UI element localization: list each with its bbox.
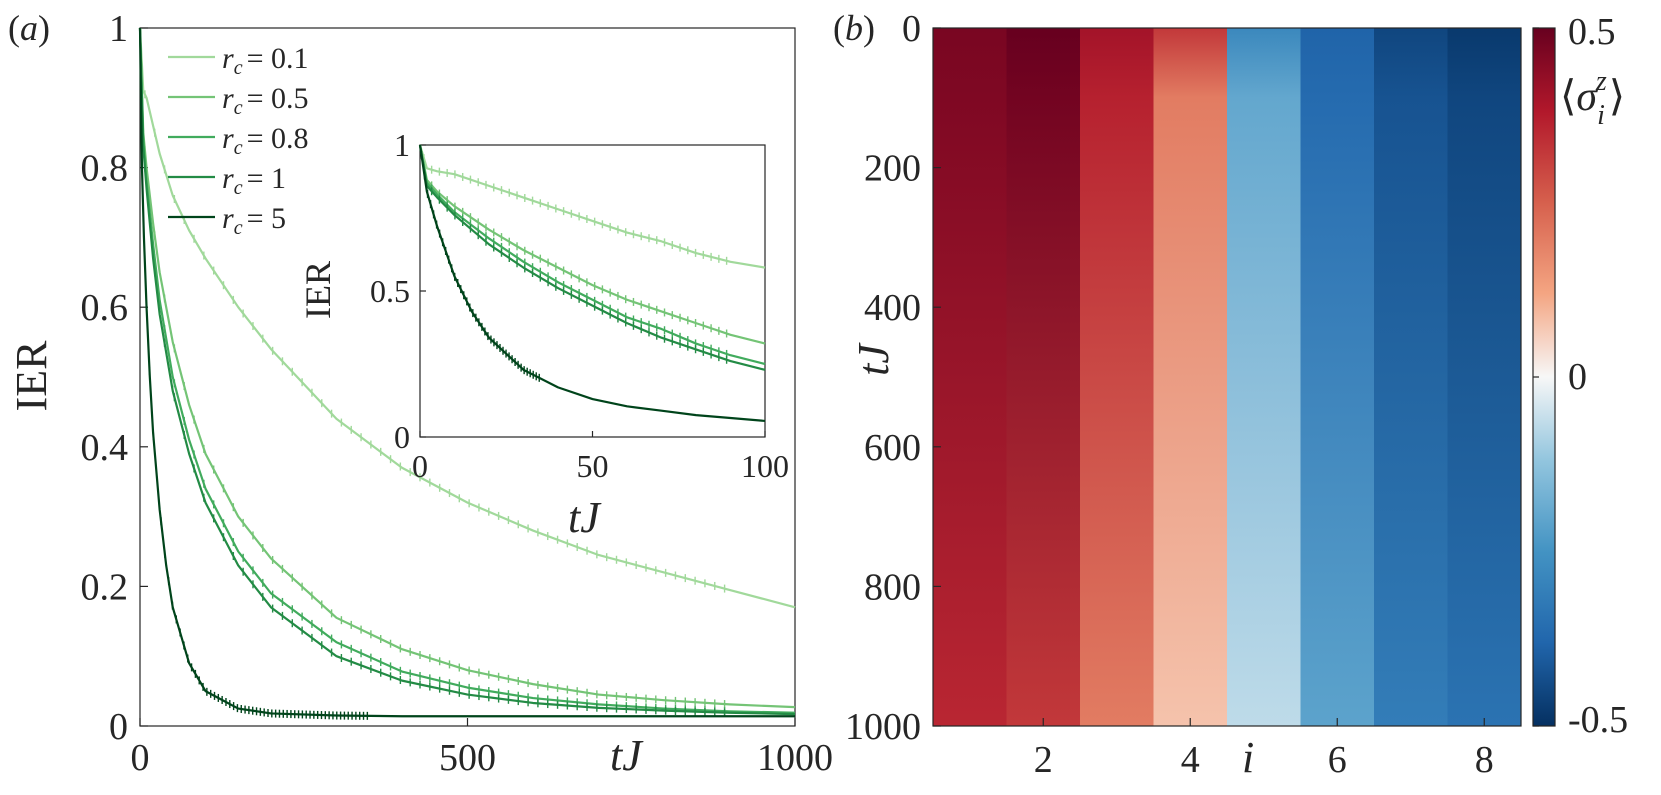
heatmap-ytick-label: 1000	[845, 706, 921, 748]
panel-b: (b) 0 200 400 600 800 1000 2 4 6 8 tJ i 0.5 0 -0.5…	[833, 8, 1628, 782]
legend-entry: rc = 0.8	[222, 122, 309, 159]
plot-a-series-line-3	[138, 27, 796, 716]
heatmap-ylabel: tJ	[849, 342, 898, 376]
inset: 00.51 0 50 100 IER tJ	[298, 127, 789, 542]
heatmap-columns	[933, 28, 1522, 726]
heatmap-y-ticks: 0 200 400 600 800 1000	[845, 8, 941, 748]
plot-a-ytick-label: 0.8	[81, 148, 129, 190]
inset-xtick-label: 0	[412, 448, 428, 484]
inset-xtick-label: 100	[741, 448, 789, 484]
heatmap-column-3	[1080, 28, 1154, 726]
plot-a-ytick-label: 0	[109, 706, 128, 748]
legend-entry: rc = 1	[222, 162, 286, 199]
plot-a-xtick-label: 0	[131, 737, 150, 779]
legend-entry: rc = 0.5	[222, 82, 309, 119]
inset-series-errorbars-0	[423, 154, 728, 265]
legend-entry: rc = 0.1	[222, 42, 309, 79]
colorbar-tick-label: 0	[1568, 356, 1587, 398]
heatmap-xtick-label: 8	[1475, 739, 1494, 781]
inset-series-errorbars-3	[423, 163, 728, 364]
inset-y-ticks: 00.51	[370, 127, 426, 455]
colorbar-tick-label: -0.5	[1568, 699, 1628, 741]
plot-a-ytick-label: 1	[109, 8, 128, 50]
plot-a-xtick-label: 500	[439, 737, 496, 779]
heatmap-ytick-label: 400	[864, 287, 921, 329]
heatmap-ytick-label: 200	[864, 148, 921, 190]
heatmap-column-2	[1006, 28, 1081, 726]
heatmap-xtick-label: 6	[1328, 739, 1347, 781]
heatmap-column-4	[1153, 28, 1228, 726]
heatmap-ytick-label: 0	[902, 8, 921, 50]
plot-a-x-ticks: 0 500 1000	[131, 718, 833, 779]
panel-b-label: (b)	[833, 8, 875, 48]
colorbar-ticks: 0.5 0 -0.5	[1533, 11, 1628, 741]
colorbar-label: ⟨σiz⟩	[1560, 66, 1625, 131]
plot-a-xlabel: tJ	[610, 731, 644, 780]
plot-a-y-ticks: 0 0.2 0.4 0.6 0.8 1	[81, 8, 148, 748]
inset-ytick-label: 0	[394, 419, 410, 455]
inset-series-errorbars-4	[420, 151, 540, 382]
plot-a-series	[138, 27, 796, 720]
heatmap-column-5	[1227, 28, 1301, 726]
plot-a-ylabel: IER	[7, 340, 56, 412]
heatmap-ytick-label: 800	[864, 566, 921, 608]
inset-series	[418, 144, 766, 423]
heatmap-frame	[932, 27, 1522, 727]
inset-xlabel: tJ	[568, 493, 602, 542]
heatmap-column-1	[933, 28, 1007, 726]
plot-a-series-line-4	[138, 27, 795, 718]
plot-a-xtick-label: 1000	[757, 737, 833, 779]
panel-a-label: (a)	[8, 8, 50, 48]
plot-a-series-errorbars-1	[144, 146, 726, 709]
inset-x-ticks: 0 50 100	[412, 431, 789, 484]
plot-a-legend: rc = 0.1rc = 0.5rc = 0.8rc = 1rc = 5	[168, 42, 309, 239]
inset-ytick-label: 1	[394, 127, 410, 163]
plot-a-series-errorbars-4	[141, 159, 369, 720]
heatmap-xtick-label: 2	[1034, 739, 1053, 781]
heatmap-column-7	[1374, 28, 1448, 726]
plot-a-series-line-1	[138, 27, 796, 709]
heatmap-xlabel: i	[1242, 733, 1254, 782]
plot-a-series-errorbars-0	[144, 90, 726, 593]
heatmap-xtick-label: 4	[1181, 739, 1200, 781]
legend-entry: rc = 5	[222, 202, 286, 239]
inset-ylabel: IER	[298, 261, 338, 319]
heatmap-ytick-label: 600	[864, 427, 921, 469]
colorbar-tick-label: 0.5	[1568, 11, 1616, 53]
plot-a-series-line-0	[138, 27, 796, 609]
plot-a-series-line-2	[138, 27, 796, 714]
plot-a-series-errorbars-3	[144, 163, 726, 717]
plot-a-ytick-label: 0.2	[81, 566, 129, 608]
heatmap-column-8	[1447, 28, 1522, 726]
inset-ytick-label: 0.5	[370, 273, 410, 309]
heatmap-x-ticks: 2 4 6 8	[1034, 718, 1494, 781]
panel-a: (a) 00.20.40.60.81 0 500 1000 IER tJ rc = 0…	[7, 8, 833, 780]
inset-background	[420, 145, 765, 437]
heatmap-column-6	[1300, 28, 1375, 726]
plot-a-ytick-label: 0.4	[81, 427, 129, 469]
plot-a-ytick-label: 0.6	[81, 287, 129, 329]
inset-xtick-label: 50	[577, 448, 609, 484]
